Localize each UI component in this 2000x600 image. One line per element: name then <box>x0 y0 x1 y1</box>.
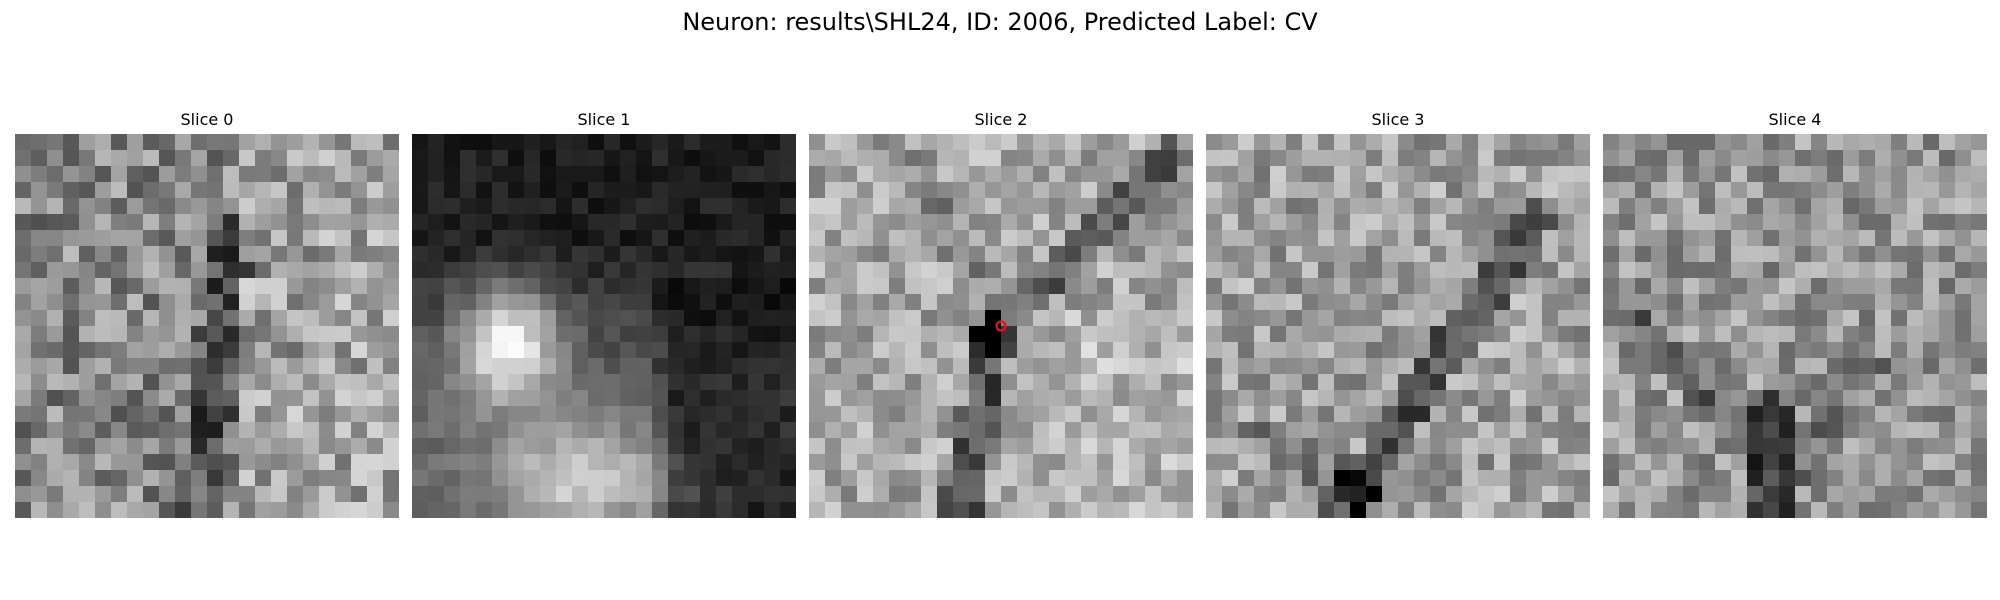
slice-title-2: Slice 2 <box>974 110 1028 129</box>
slice-title-1: Slice 1 <box>577 110 631 129</box>
figure-title: Neuron: results\SHL24, ID: 2006, Predict… <box>682 8 1318 36</box>
slice-image-0 <box>15 134 399 518</box>
slice-image-4 <box>1603 134 1987 518</box>
slice-panel-1: Slice 1 <box>412 108 796 518</box>
slice-title-4: Slice 4 <box>1768 110 1822 129</box>
slice-panel-0: Slice 0 <box>15 108 399 518</box>
slice-panel-4: Slice 4 <box>1603 108 1987 518</box>
slice-image-3 <box>1206 134 1590 518</box>
slice-panel-2: Slice 2 <box>809 108 1193 518</box>
slice-title-0: Slice 0 <box>180 110 234 129</box>
slice-image-1 <box>412 134 796 518</box>
slice-panel-3: Slice 3 <box>1206 108 1590 518</box>
slice-title-3: Slice 3 <box>1371 110 1425 129</box>
slice-image-2 <box>809 134 1193 518</box>
